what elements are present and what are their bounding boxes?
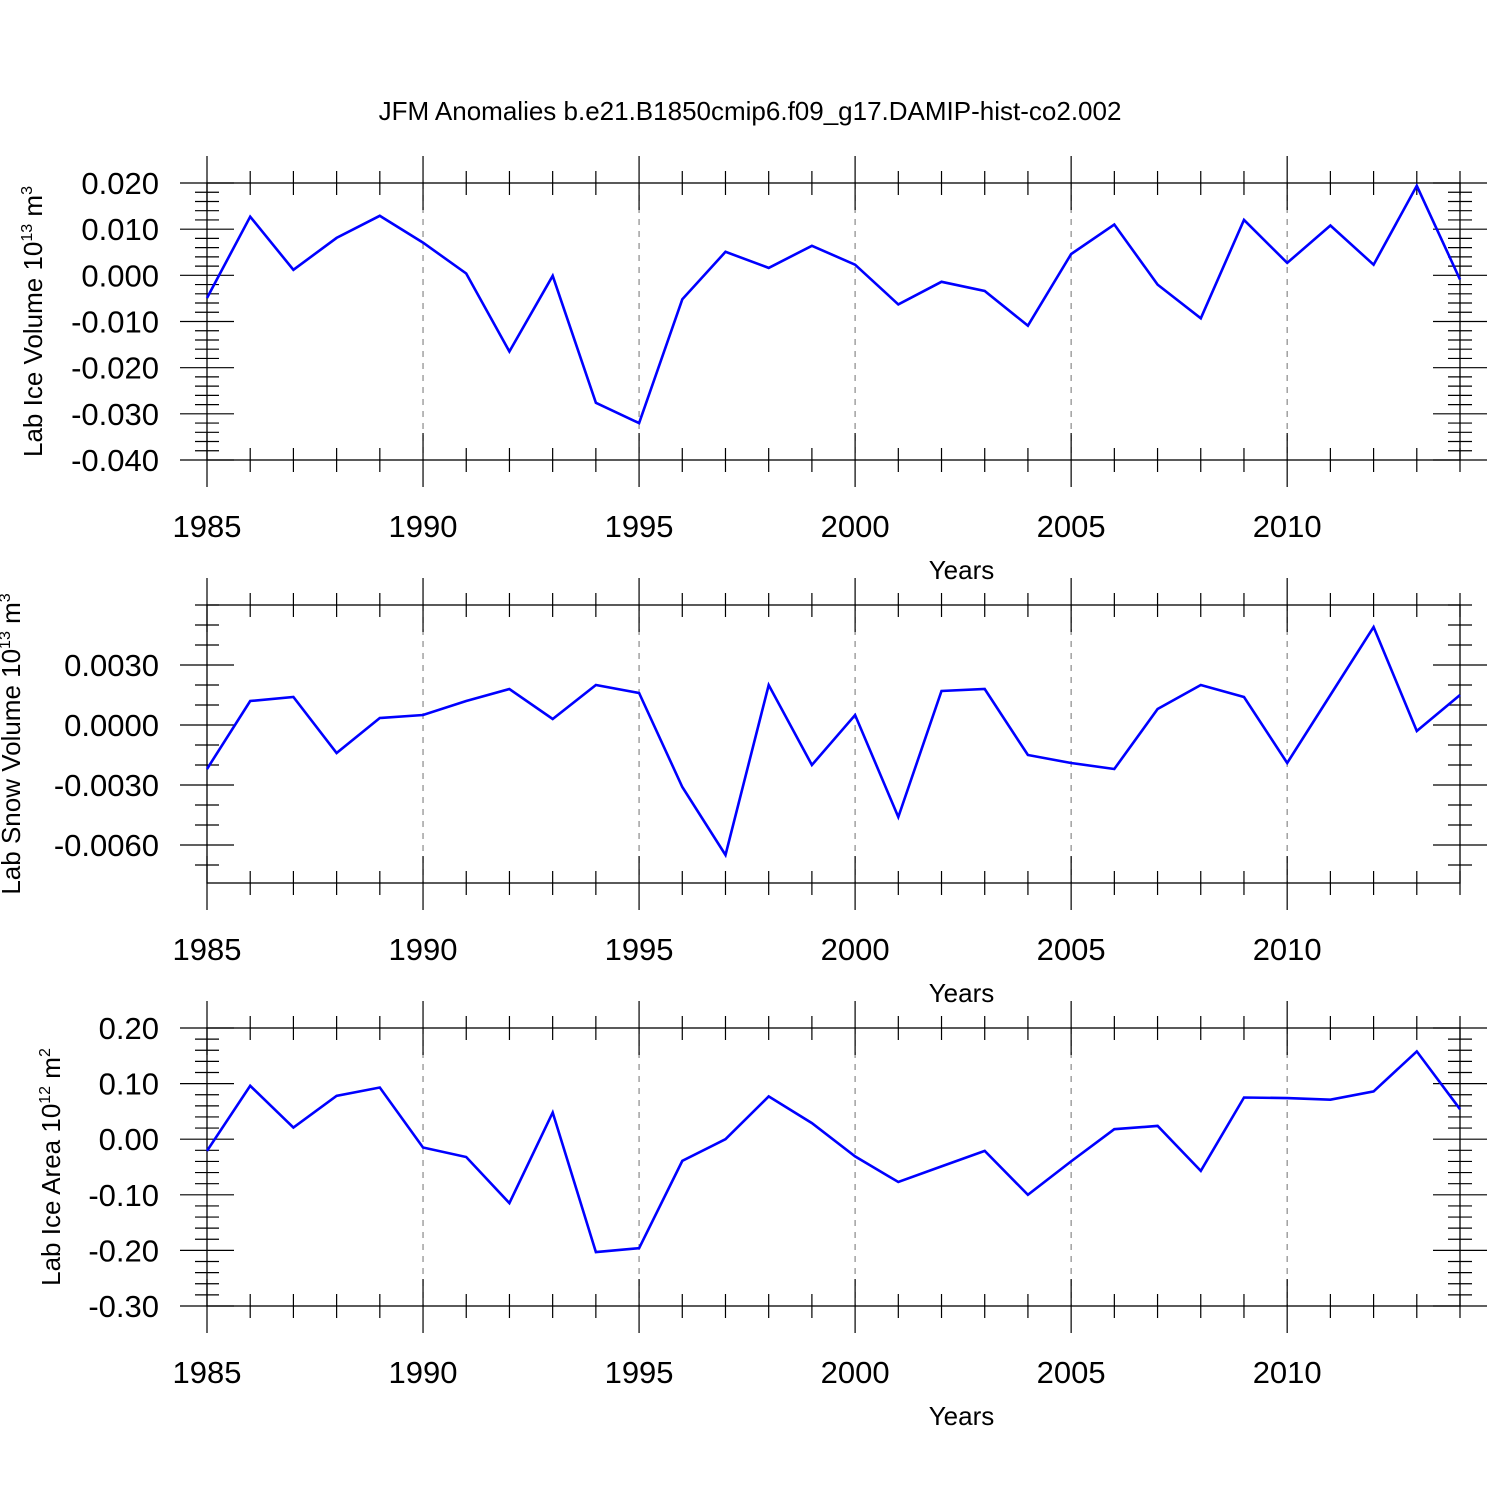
chart-1-y-tick-label: -0.010	[71, 305, 159, 340]
chart-2-y-tick-label: -0.0030	[54, 768, 159, 803]
chart-1-x-tick-label: 1990	[389, 509, 458, 544]
chart-1-y-tick-label: -0.020	[71, 351, 159, 386]
chart-3-x-tick-label: 2010	[1253, 1355, 1322, 1390]
figure-title: JFM Anomalies b.e21.B1850cmip6.f09_g17.D…	[379, 96, 1122, 126]
chart-3-y-tick-label: 0.20	[99, 1011, 159, 1046]
chart-2-x-tick-label: 1995	[605, 932, 674, 967]
chart-1-y-axis-label: Lab Ice Volume 1013 m3	[18, 186, 48, 457]
chart-3-y-tick-label: -0.20	[88, 1233, 159, 1268]
chart-3-x-tick-label: 2005	[1037, 1355, 1106, 1390]
chart-3-y-tick-label: -0.10	[88, 1178, 159, 1213]
chart-2-x-tick-label: 2010	[1253, 932, 1322, 967]
chart-3-x-tick-label: 2000	[821, 1355, 890, 1390]
chart-3-x-tick-label: 1995	[605, 1355, 674, 1390]
chart-2-y-tick-label: 0.0030	[64, 648, 159, 683]
chart-3-y-tick-label: 0.00	[99, 1122, 159, 1157]
chart-1-y-tick-label: 0.020	[81, 166, 159, 201]
chart-1-panel: 1985 1990 1995 2000 2005 2010 Years 0.020 0.010 0…	[18, 156, 1487, 585]
chart-2-panel: 1985 1990 1995 2000 2005 2010 Years 0.0030 0.000…	[0, 578, 1487, 1008]
chart-1-series-line	[205, 182, 1462, 425]
chart-3-panel: 1985 1990 1995 2000 2005 2010 Years 0.20 0.10 0.0…	[36, 1001, 1487, 1431]
chart-2-x-tick-label: 1990	[389, 932, 458, 967]
chart-3-plot-frame	[206, 1027, 1461, 1307]
chart-1-y-axis-label-unit-exp: 3	[19, 186, 36, 195]
chart-1-y-tick-label: -0.030	[71, 397, 159, 432]
chart-2-y-axis-label: Lab Snow Volume 1013 m3	[0, 593, 26, 894]
chart-2-y-axis-label-unit-exp: 3	[0, 593, 14, 602]
chart-1-x-tick-label: 1985	[173, 509, 242, 544]
chart-1-x-tick-label: 2000	[821, 509, 890, 544]
chart-1-y-tick-label: 0.010	[81, 212, 159, 247]
chart-3-y-axis-label-unit-exp: 2	[37, 1048, 54, 1057]
chart-1-y-tick-label: 0.000	[81, 258, 159, 293]
chart-2-y-axis-label-exp: 13	[0, 631, 14, 649]
chart-2-x-axis-label: Years	[929, 978, 995, 1008]
chart-2-x-tick-label: 2005	[1037, 932, 1106, 967]
chart-2-plot-frame	[206, 604, 1461, 884]
chart-3-x-tick-label: 1990	[389, 1355, 458, 1390]
chart-3-y-axis-label-unit: m	[36, 1057, 66, 1086]
panels: 1985 1990 1995 2000 2005 2010 Years 0.020 0.010 0…	[0, 156, 1487, 1431]
chart-1-x-tick-label: 2010	[1253, 509, 1322, 544]
chart-1-y-axis-label-unit: m	[18, 195, 48, 224]
chart-3-x-axis-label: Years	[929, 1401, 995, 1431]
chart-1-y-axis-label-exp: 13	[19, 224, 36, 242]
chart-3-y-tick-label: -0.30	[88, 1289, 159, 1324]
chart-3-y-axis-label-exp: 12	[37, 1086, 54, 1104]
chart-2-y-tick-label: -0.0060	[54, 828, 159, 863]
chart-1-x-axis-label: Years	[929, 555, 995, 585]
chart-2-y-axis-label-main: Lab Snow Volume 10	[0, 649, 26, 895]
chart-1-y-tick-label: -0.040	[71, 443, 159, 478]
chart-1-x-tick-label: 1995	[605, 509, 674, 544]
chart-2-y-tick-label: 0.0000	[64, 708, 159, 743]
chart-3-y-tick-label: 0.10	[99, 1067, 159, 1102]
chart-3-y-axis-label-main: Lab Ice Area 10	[36, 1104, 66, 1286]
chart-2-x-tick-label: 2000	[821, 932, 890, 967]
chart-3-x-tick-label: 1985	[173, 1355, 242, 1390]
chart-1-y-axis-label-main: Lab Ice Volume 10	[18, 242, 48, 457]
chart-2-y-axis-label-unit: m	[0, 602, 26, 631]
chart-1-x-tick-label: 2005	[1037, 509, 1106, 544]
chart-2-x-tick-label: 1985	[173, 932, 242, 967]
chart-2-series-line	[205, 624, 1461, 859]
chart-3-series-line	[205, 1049, 1462, 1254]
chart-3-y-axis-label: Lab Ice Area 1012 m2	[36, 1048, 66, 1286]
